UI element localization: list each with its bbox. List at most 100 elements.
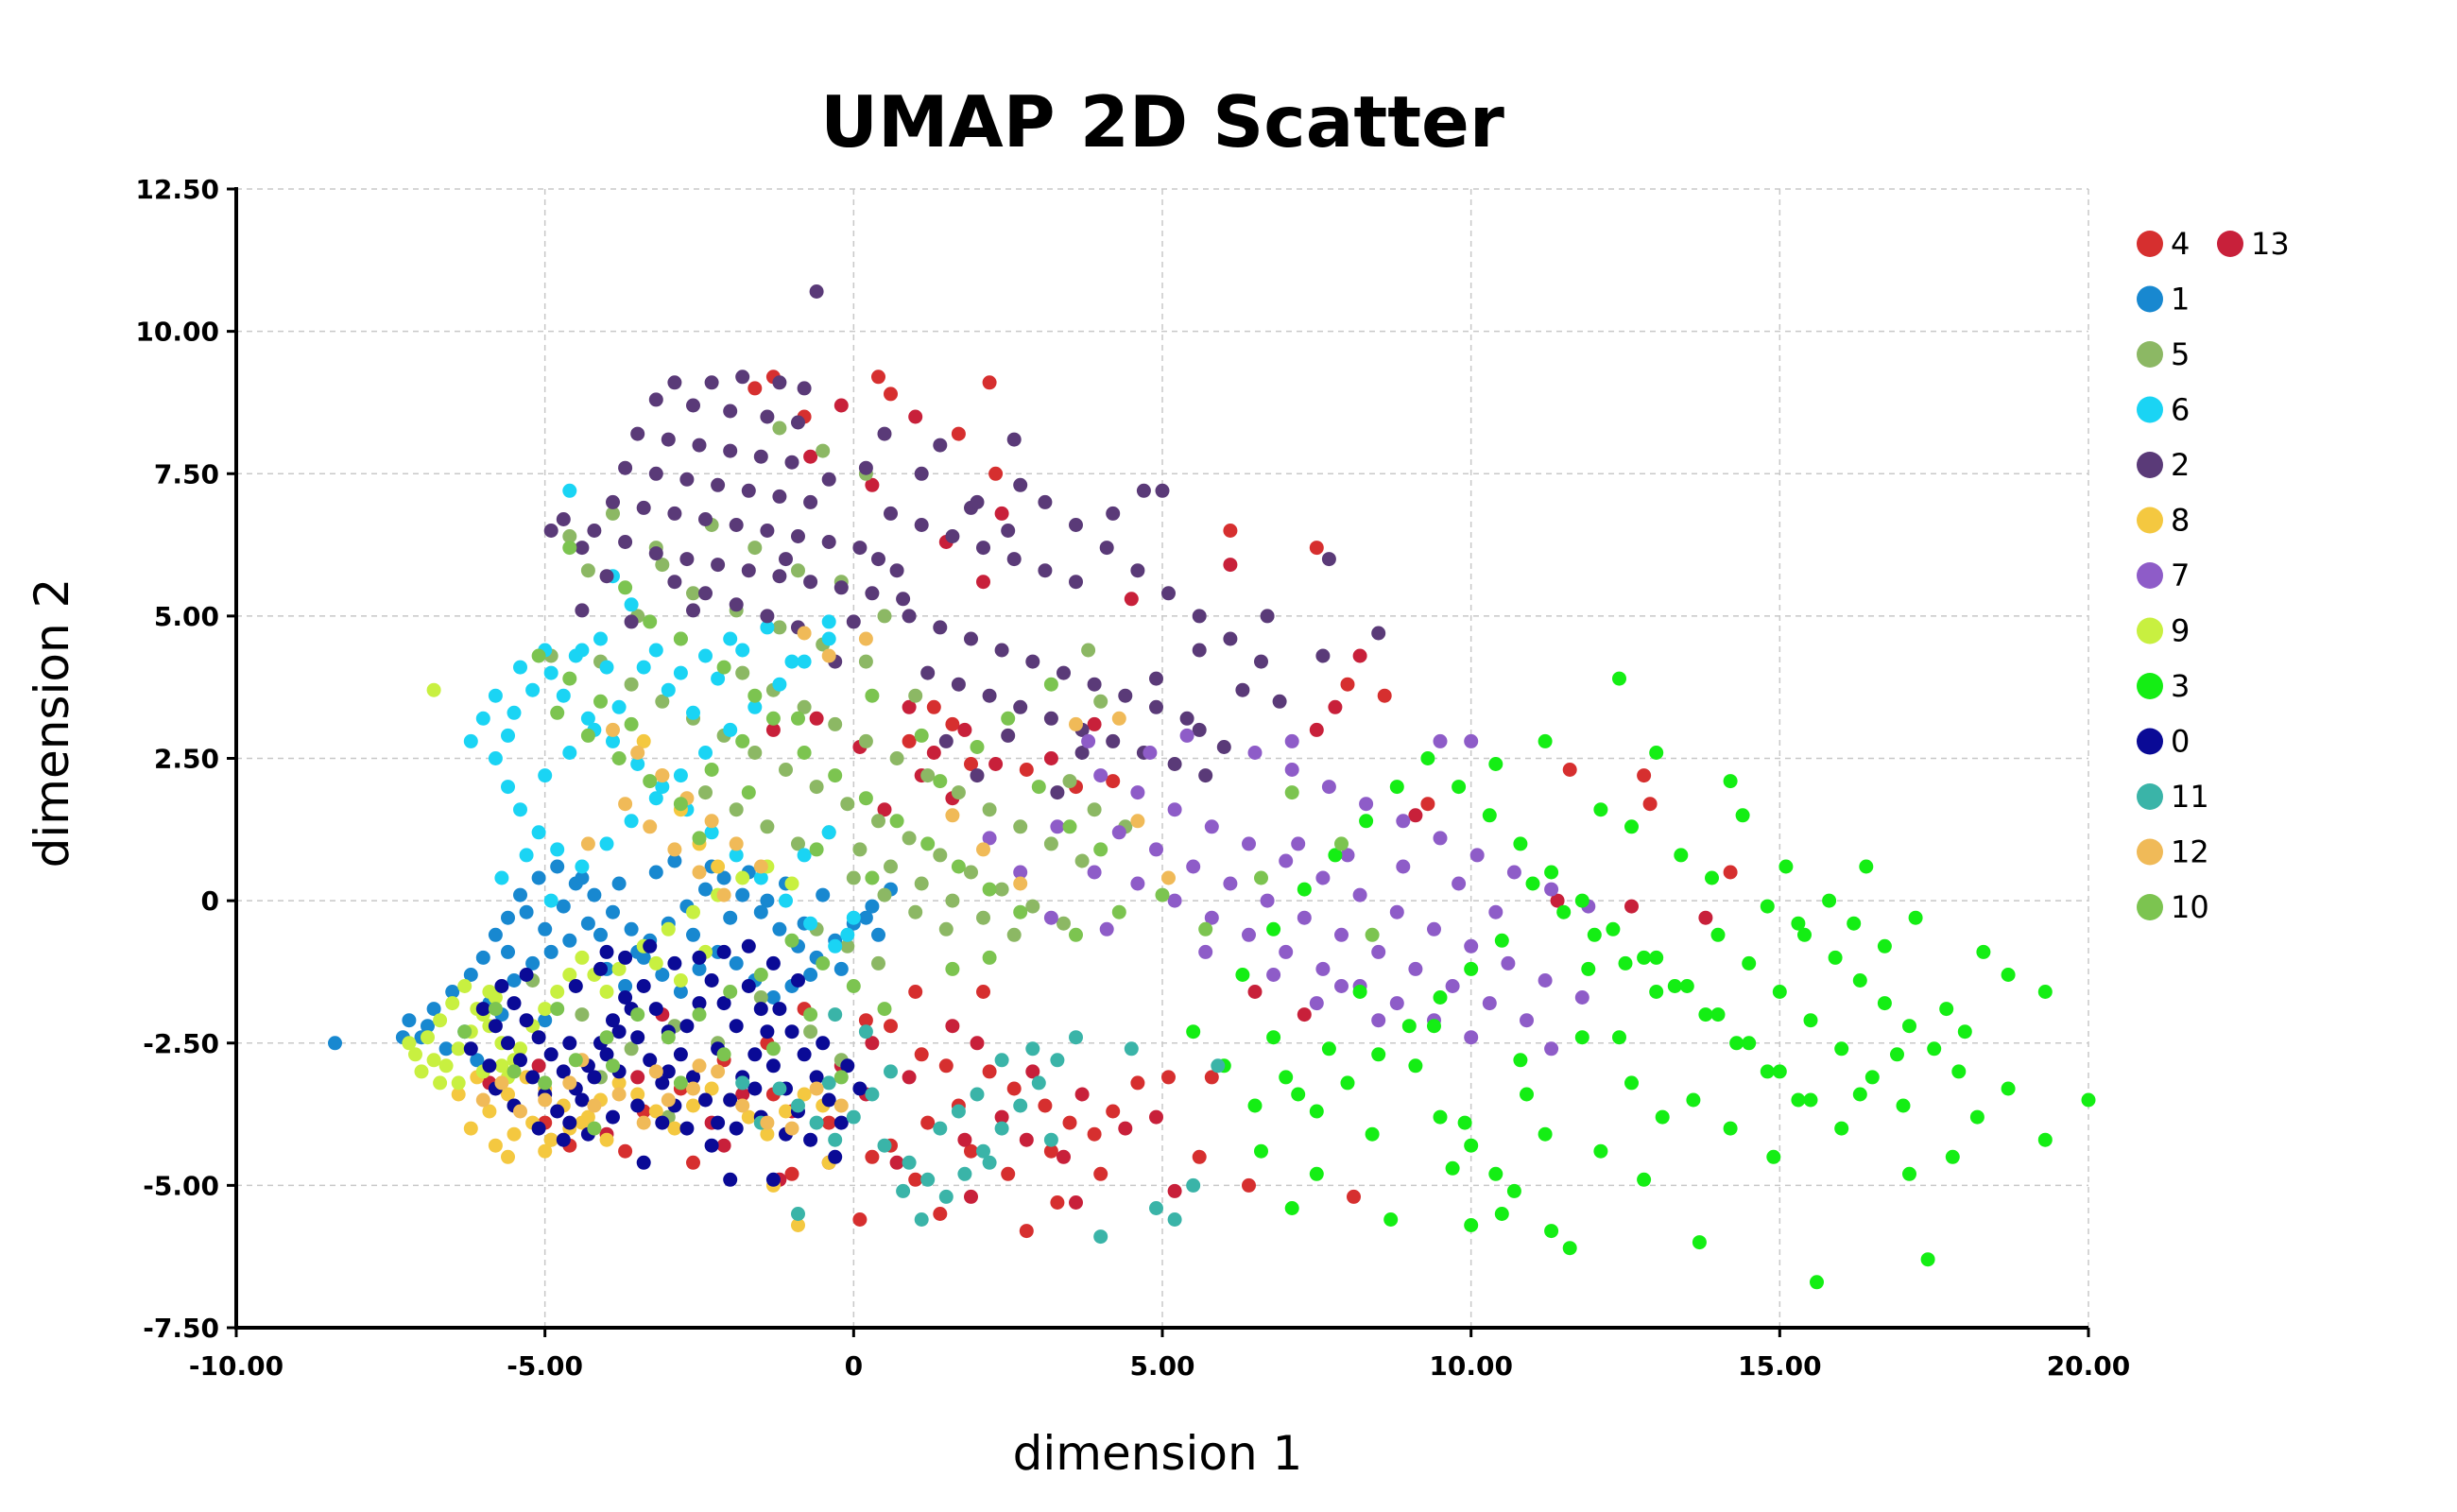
legend-item-0[interactable]: 0: [2137, 724, 2190, 760]
legend-item-9[interactable]: 9: [2137, 613, 2190, 649]
x-tick-label: -5.00: [507, 1350, 583, 1382]
data-point: [1106, 1104, 1121, 1119]
data-point: [809, 1070, 824, 1085]
data-point: [884, 506, 898, 521]
data-point: [1242, 927, 1256, 942]
data-point: [1927, 1041, 1942, 1057]
data-point: [538, 1075, 553, 1091]
data-point: [507, 1064, 522, 1079]
data-point: [698, 1092, 713, 1108]
data-point: [884, 387, 898, 402]
legend-item-2[interactable]: 2: [2137, 447, 2190, 483]
data-point: [611, 751, 627, 765]
data-point: [1352, 985, 1367, 999]
data-point: [747, 1081, 763, 1096]
y-tick-label: -2.50: [143, 1028, 219, 1059]
legend-item-12[interactable]: 12: [2137, 834, 2209, 870]
data-point: [593, 927, 608, 942]
legend-item-11[interactable]: 11: [2137, 779, 2209, 815]
data-point: [655, 694, 670, 709]
data-point: [1544, 1224, 1559, 1239]
data-point: [562, 933, 577, 948]
data-point: [723, 910, 738, 925]
legend-item-5[interactable]: 5: [2137, 336, 2190, 372]
data-point: [1433, 1109, 1448, 1125]
data-point: [1143, 746, 1158, 760]
data-point: [556, 688, 571, 703]
data-point: [884, 859, 898, 874]
data-point: [1550, 893, 1565, 908]
data-point: [698, 882, 713, 897]
data-point: [1081, 733, 1096, 748]
data-point: [871, 927, 885, 942]
data-point: [1291, 836, 1306, 851]
data-point: [1340, 1075, 1355, 1091]
legend-item-10[interactable]: 10: [2137, 889, 2209, 925]
data-point: [587, 1070, 602, 1085]
data-point: [2081, 1092, 2096, 1108]
data-point: [445, 996, 460, 1011]
data-point: [1223, 876, 1238, 891]
data-point: [1624, 1075, 1639, 1091]
data-point: [784, 933, 799, 948]
data-point: [1822, 893, 1837, 908]
data-point: [543, 1047, 558, 1062]
data-point: [716, 870, 731, 885]
data-point: [1976, 944, 1991, 959]
data-point: [865, 586, 880, 601]
data-point: [735, 1098, 750, 1113]
data-point: [852, 842, 868, 857]
x-tick-label: -10.00: [189, 1350, 284, 1382]
legend-marker: [2137, 231, 2163, 257]
data-point: [951, 785, 966, 800]
legend-item-3[interactable]: 3: [2137, 668, 2190, 704]
data-point: [735, 887, 750, 902]
data-point: [543, 944, 558, 959]
data-point: [494, 1075, 509, 1091]
data-point: [889, 563, 904, 578]
data-point: [562, 483, 577, 498]
data-point: [816, 1036, 831, 1051]
data-point: [661, 682, 676, 697]
data-point: [884, 1064, 898, 1079]
data-point: [828, 716, 843, 731]
data-point: [507, 996, 522, 1011]
data-point: [1118, 688, 1133, 703]
legend-item-1[interactable]: 1: [2137, 282, 2190, 318]
data-point: [729, 836, 744, 851]
data-point: [1124, 1041, 1139, 1057]
data-point: [760, 893, 775, 908]
data-point: [741, 563, 756, 578]
data-point: [772, 489, 787, 504]
data-point: [846, 1109, 861, 1125]
legend-item-7[interactable]: 7: [2137, 558, 2190, 593]
data-point: [686, 1098, 700, 1113]
data-point: [648, 466, 663, 481]
legend-item-8[interactable]: 8: [2137, 503, 2190, 539]
data-point: [686, 927, 700, 942]
data-point: [828, 1007, 843, 1022]
legend-item-6[interactable]: 6: [2137, 392, 2190, 428]
legend-item-13[interactable]: 13: [2217, 226, 2290, 262]
data-point: [982, 802, 997, 817]
data-point: [1420, 751, 1435, 765]
data-point: [1334, 836, 1349, 851]
data-point: [1069, 575, 1083, 590]
data-point: [994, 1109, 1009, 1125]
data-point: [1167, 802, 1182, 817]
data-point: [624, 597, 639, 612]
data-point: [636, 1115, 651, 1130]
data-point: [1309, 541, 1324, 556]
data-point: [1223, 558, 1238, 573]
data-point: [1581, 961, 1596, 976]
data-point: [760, 1126, 775, 1142]
data-point: [488, 751, 503, 765]
legend-item-4[interactable]: 4: [2137, 226, 2190, 262]
data-point: [858, 791, 873, 806]
data-point: [772, 620, 787, 635]
data-point: [1043, 677, 1058, 692]
legend-marker: [2137, 285, 2163, 313]
data-point: [624, 814, 639, 829]
data-point: [1266, 968, 1281, 982]
data-point: [513, 660, 527, 675]
